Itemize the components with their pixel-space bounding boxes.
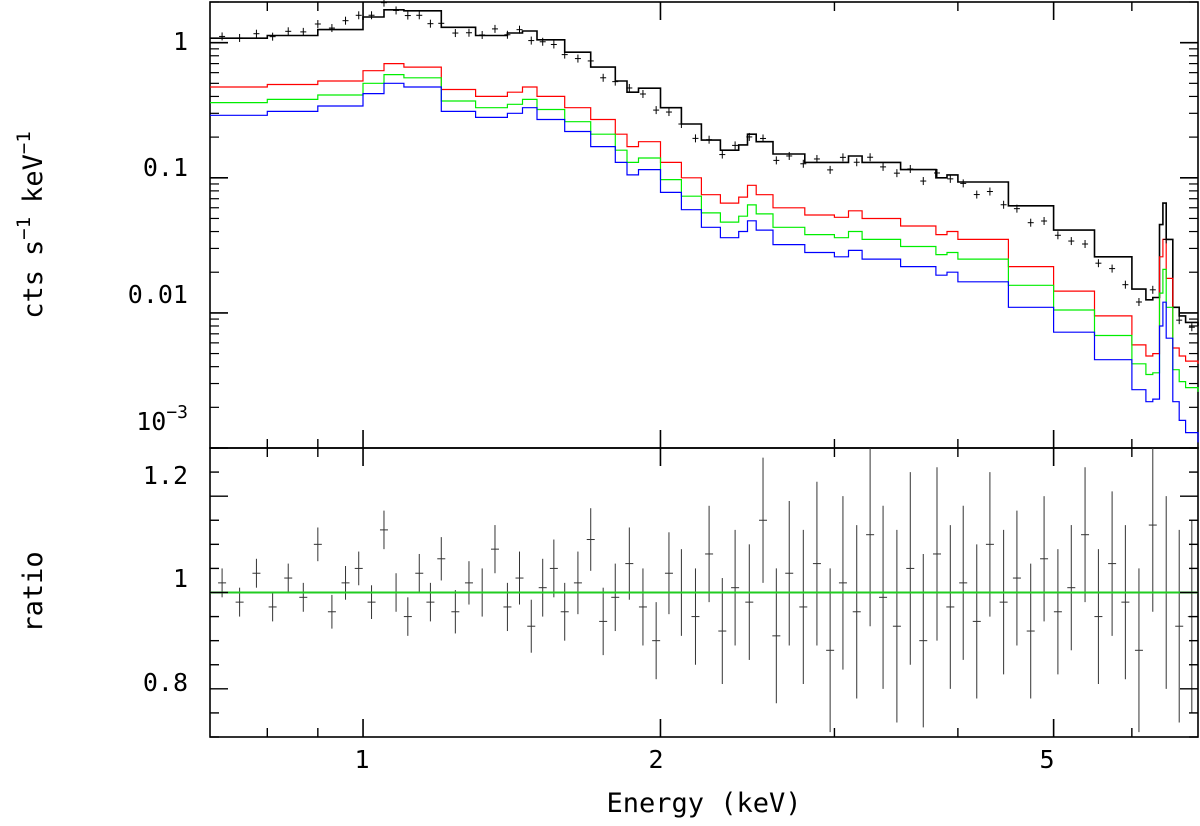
ratio-y-tick-labels: 1.2 1 0.8 [143,461,188,697]
y-tick-label-1: 1 [173,27,188,56]
spectrum-panel-frame [209,1,1199,449]
ratio-panel: 1.2 1 0.8 ratio 1 2 5 Energy (keV) [18,447,1199,819]
spectrum-series-group [210,0,1199,443]
x-tick-label-1: 1 [354,745,369,774]
series-component-3 [210,82,1199,443]
y-tick-label-1e-3-base: 10 [136,407,166,436]
ratio-tick-label-1: 1 [173,564,188,593]
spectrum-y-axis-label: ctss−1keV−1 [13,131,49,319]
ratio-y-axis-label: ratio [18,551,49,632]
ratio-ticks [210,447,1198,738]
series-component-2 [210,74,1199,392]
spectrum-ticks [210,1,1198,449]
ratio-tick-label-1.2: 1.2 [143,461,188,490]
series-component-1 [210,63,1199,364]
ratio-points-group [218,448,1196,733]
x-tick-labels: 1 2 5 [354,745,1054,774]
x-tick-label-2: 2 [648,745,663,774]
y-tick-label-1e-3-exp: −3 [166,402,188,423]
y-tick-label-0.01: 0.01 [128,280,188,309]
x-tick-label-5: 5 [1039,745,1054,774]
ratio-tick-label-0.8: 0.8 [143,668,188,697]
series-total-model [210,9,1199,326]
spectrum-panel: 1 0.1 0.01 10−3 ctss−1keV−1 [13,0,1199,449]
y-tick-label-1e-3: 10−3 [136,402,188,436]
spectrum-y-tick-labels: 1 0.1 0.01 10−3 [128,27,188,436]
x-axis-label: Energy (keV) [606,788,801,819]
y-tick-label-0.1: 0.1 [143,153,188,182]
